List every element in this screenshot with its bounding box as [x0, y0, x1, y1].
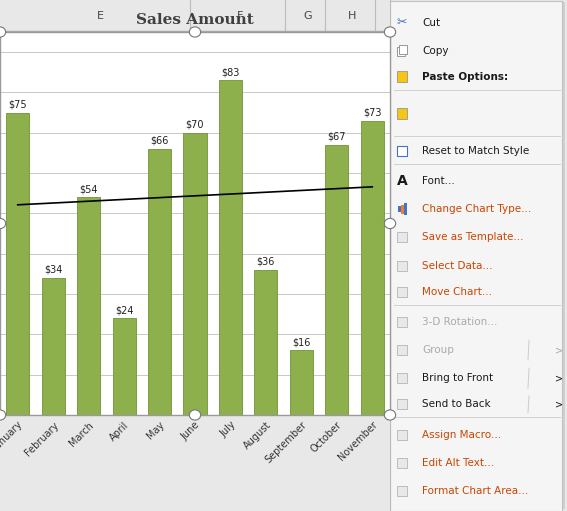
Bar	[400, 204, 404, 214]
FancyBboxPatch shape	[392, 2, 565, 509]
Bar	[397, 108, 407, 119]
Text: Group: Group	[422, 345, 454, 355]
Text: 3-D Rotation...: 3-D Rotation...	[422, 317, 497, 327]
Text: $67: $67	[328, 132, 346, 142]
Bar	[399, 45, 407, 54]
Text: $83: $83	[221, 67, 240, 77]
Text: Save as Template...: Save as Template...	[422, 233, 523, 242]
Text: Select Data...: Select Data...	[422, 261, 493, 270]
Bar	[219, 80, 242, 415]
Text: $66: $66	[150, 136, 169, 146]
Bar	[397, 261, 407, 270]
Bar	[361, 121, 384, 415]
Bar	[397, 373, 407, 383]
Text: $24: $24	[115, 305, 133, 315]
Text: $73: $73	[363, 107, 382, 118]
Text: Edit Alt Text...: Edit Alt Text...	[422, 458, 494, 468]
Text: $34: $34	[44, 265, 62, 275]
Text: $75: $75	[9, 100, 27, 109]
Text: >: >	[555, 399, 563, 409]
Bar	[397, 430, 407, 439]
Text: ✂: ✂	[397, 16, 407, 29]
Text: Send to Back: Send to Back	[422, 399, 490, 409]
Bar	[397, 71, 407, 82]
Text: Cut: Cut	[422, 18, 440, 28]
Text: Reset to Match Style: Reset to Match Style	[422, 146, 529, 156]
Text: Change Chart Type...: Change Chart Type...	[422, 204, 531, 214]
Bar	[255, 270, 277, 415]
Text: Bring to Front: Bring to Front	[422, 373, 493, 383]
Bar	[397, 345, 407, 355]
Text: Font...: Font...	[422, 176, 455, 186]
Bar	[397, 399, 407, 409]
Bar	[6, 112, 29, 415]
Text: Copy: Copy	[422, 46, 448, 56]
Text: $70: $70	[186, 120, 204, 130]
Bar	[397, 146, 407, 156]
Bar	[41, 278, 65, 415]
Text: E: E	[96, 11, 104, 21]
Text: Format Chart Area...: Format Chart Area...	[422, 486, 528, 496]
Text: F: F	[237, 11, 243, 21]
Text: Assign Macro...: Assign Macro...	[422, 430, 501, 439]
Bar	[290, 351, 313, 415]
Bar	[397, 206, 400, 212]
Bar	[397, 287, 407, 296]
Text: Paste Options:: Paste Options:	[422, 72, 508, 82]
Bar	[325, 145, 348, 415]
Bar	[404, 203, 407, 215]
Bar	[397, 486, 407, 496]
Text: G: G	[303, 11, 312, 21]
FancyBboxPatch shape	[390, 1, 562, 511]
Text: $16: $16	[292, 337, 311, 347]
Bar	[397, 233, 407, 242]
Text: >: >	[555, 373, 563, 383]
Bar	[148, 149, 171, 415]
Bar	[184, 133, 206, 415]
Text: $54: $54	[79, 184, 98, 194]
Title: Sales Amount: Sales Amount	[136, 13, 254, 27]
Bar	[397, 458, 407, 468]
Text: A: A	[397, 174, 407, 188]
Bar	[397, 317, 407, 327]
Text: $36: $36	[257, 257, 275, 267]
Text: Move Chart...: Move Chart...	[422, 287, 492, 296]
Bar	[397, 47, 405, 56]
Bar	[77, 197, 100, 415]
Text: H: H	[348, 11, 357, 21]
Bar	[113, 318, 136, 415]
Text: >: >	[555, 345, 563, 355]
